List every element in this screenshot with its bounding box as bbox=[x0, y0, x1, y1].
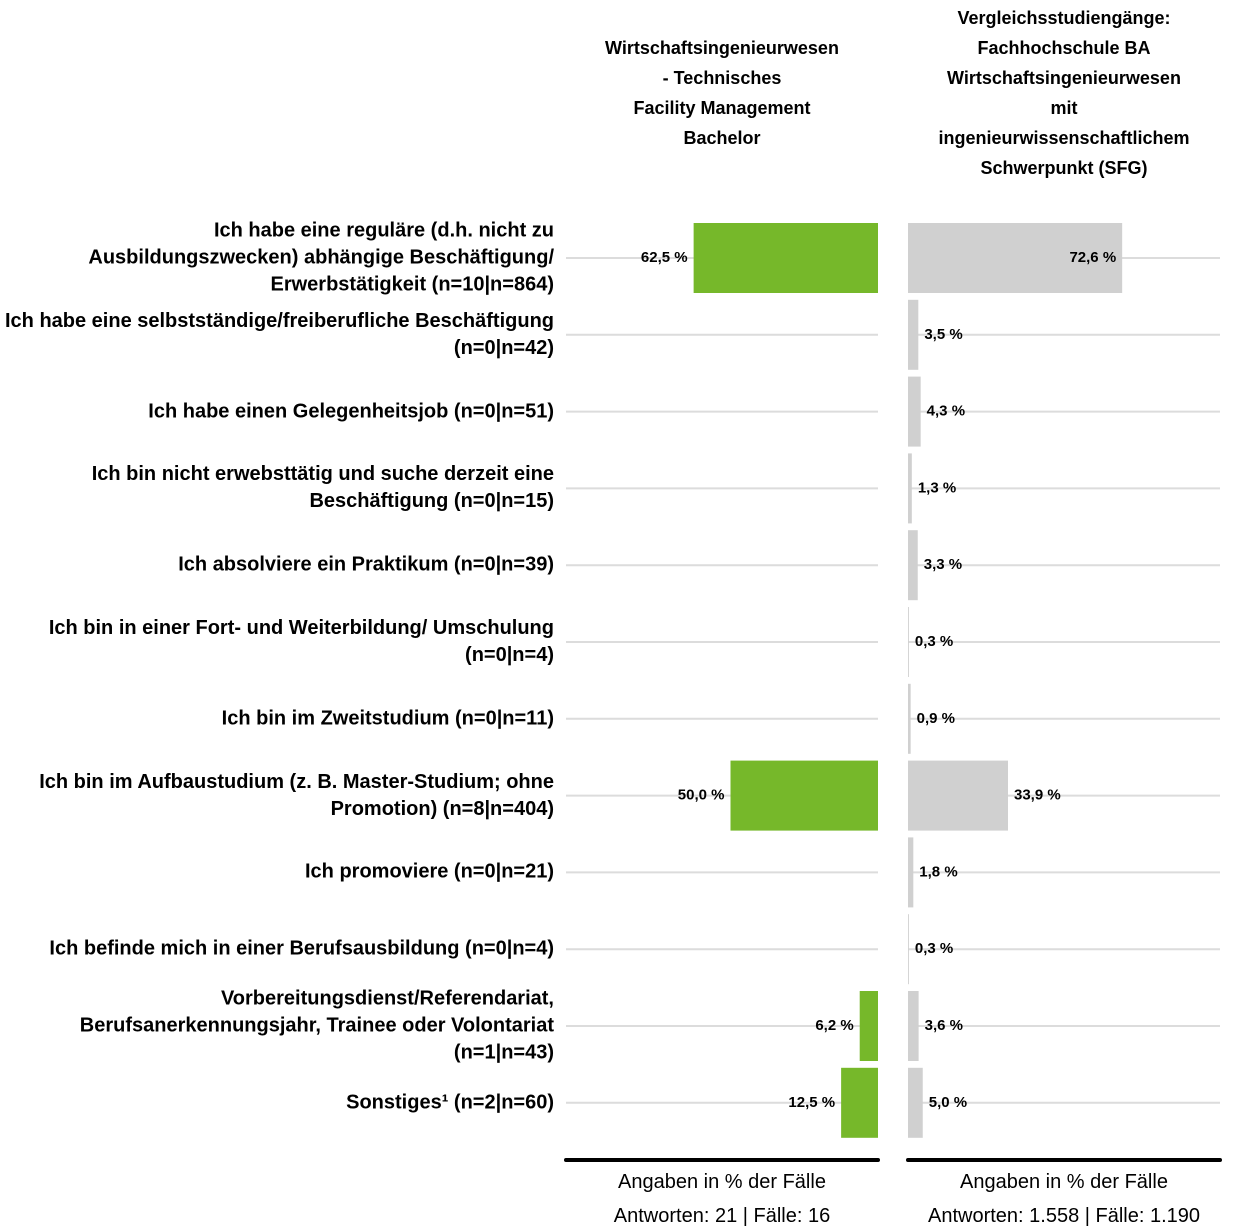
bar bbox=[908, 760, 1009, 831]
category-label: Ich habe einen Gelegenheitsjob (n=0|n=51… bbox=[148, 400, 554, 423]
bar bbox=[908, 914, 909, 985]
bar bbox=[841, 1067, 878, 1138]
value-label: 62,5 % bbox=[641, 249, 688, 266]
value-label: 12,5 % bbox=[788, 1094, 835, 1111]
value-label: 0,3 % bbox=[915, 940, 953, 957]
category-label: Sonstiges¹ (n=2|n=60) bbox=[346, 1091, 554, 1114]
bar bbox=[859, 991, 878, 1061]
footnote: Angaben in % der Fälle bbox=[960, 1171, 1168, 1193]
bar bbox=[908, 453, 912, 524]
footnote: Angaben in % der Fälle bbox=[618, 1171, 826, 1193]
category-label: Ich bin im Aufbaustudium (z. B. Master-S… bbox=[39, 770, 554, 820]
footnote: Antworten: 1.558 | Fälle: 1.190 bbox=[927, 1205, 1201, 1227]
bar bbox=[908, 299, 919, 370]
value-label: 1,8 % bbox=[919, 863, 957, 880]
bar bbox=[908, 376, 921, 447]
category-label: Ich bin in einer Fort- und Weiterbildung… bbox=[48, 617, 554, 666]
bar bbox=[908, 530, 918, 601]
category-label: Ich habe eine selbstständige/freiberufli… bbox=[4, 309, 554, 359]
value-label: 3,5 % bbox=[924, 326, 962, 343]
series-header: Vergleichsstudiengänge: Fachhochschule B… bbox=[938, 8, 1190, 178]
category-label: Ich bin nicht erwebsttätig und suche der… bbox=[91, 463, 554, 513]
value-label: 6,2 % bbox=[815, 1017, 853, 1034]
category-label: Ich absolviere ein Praktikum (n=0|n=39) bbox=[178, 553, 554, 576]
category-label: Ich bin im Zweitstudium (n=0|n=11) bbox=[221, 707, 554, 730]
category-label: Ich befinde mich in einer Berufsausbildu… bbox=[49, 937, 554, 960]
value-label: 4,3 % bbox=[927, 403, 965, 420]
bar bbox=[908, 991, 919, 1061]
value-label: 33,9 % bbox=[1014, 787, 1061, 804]
value-label: 5,0 % bbox=[929, 1094, 967, 1111]
bar bbox=[908, 223, 1123, 293]
value-label: 3,6 % bbox=[925, 1017, 963, 1034]
bar bbox=[908, 683, 911, 754]
series-header: Wirtschaftsingenieurwesen - Technisches … bbox=[605, 38, 839, 148]
value-label: 1,3 % bbox=[918, 479, 956, 496]
bar bbox=[693, 223, 878, 293]
category-label: Ich habe eine reguläre (d.h. nicht zu Au… bbox=[88, 219, 554, 296]
bar bbox=[908, 607, 909, 677]
footnote: Antworten: 21 | Fälle: 16 bbox=[613, 1205, 831, 1227]
bar bbox=[730, 760, 878, 831]
bar bbox=[908, 837, 914, 908]
category-label: Vorbereitungsdienst/Referendariat, Beruf… bbox=[79, 987, 554, 1064]
value-label: 72,6 % bbox=[1069, 249, 1116, 266]
category-label: Ich promoviere (n=0|n=21) bbox=[304, 860, 554, 883]
value-label: 0,3 % bbox=[915, 633, 953, 650]
value-label: 0,9 % bbox=[917, 710, 955, 727]
value-label: 3,3 % bbox=[924, 556, 962, 573]
value-label: 50,0 % bbox=[678, 787, 725, 804]
bar bbox=[908, 1067, 923, 1138]
